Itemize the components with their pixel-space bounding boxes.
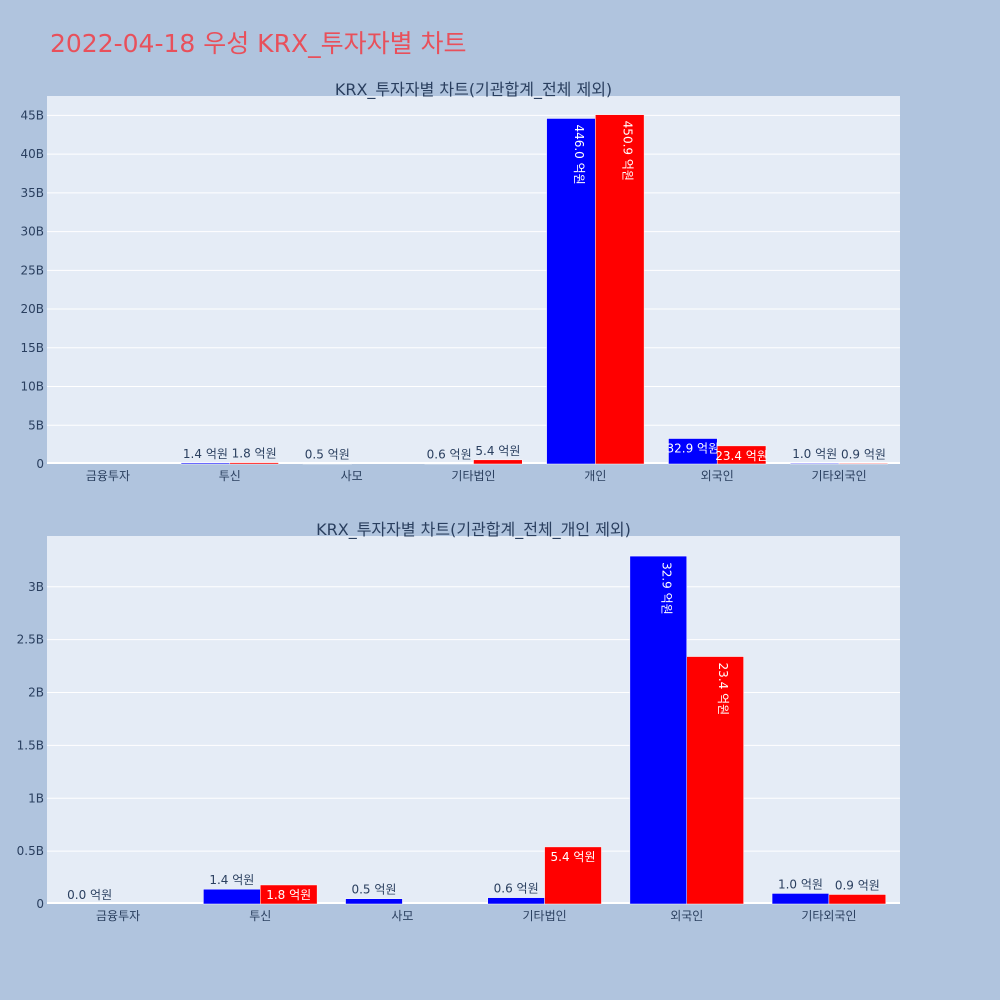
data-label: 0.6 억원 [494, 882, 539, 896]
y-tick-label: 10B [20, 380, 44, 394]
x-tick-label: 투신 [249, 909, 271, 923]
y-tick-label: 1.5B [17, 738, 44, 752]
x-tick-label: 외국인 [701, 469, 734, 483]
bar-buy-5 [546, 118, 596, 465]
data-label: 0.6 억원 [427, 448, 472, 462]
y-tick-label: 1B [28, 791, 44, 805]
x-tick-label: 기타외국인 [801, 909, 856, 923]
bar-sell-5 [595, 114, 645, 465]
data-label: 32.9 억원 [659, 562, 673, 615]
data-label: 0.5 억원 [305, 448, 350, 462]
y-tick-label: 2.5B [17, 633, 44, 647]
x-tick-label: 기타외국인 [811, 469, 866, 483]
y-tick-label: 30B [20, 225, 44, 239]
y-tick-label: 40B [20, 147, 44, 161]
plot-background [47, 536, 900, 904]
bar-buy-5 [629, 555, 688, 905]
y-tick-label: 35B [20, 186, 44, 200]
y-tick-label: 15B [20, 341, 44, 355]
data-label: 1.4 억원 [209, 873, 254, 887]
y-tick-label: 0 [36, 457, 44, 471]
y-tick-label: 20B [20, 302, 44, 316]
bar-buy-6 [771, 893, 830, 905]
data-label: 1.8 억원 [232, 447, 277, 461]
x-tick-label: 투신 [219, 469, 241, 483]
bar-buy-4 [487, 897, 545, 905]
chart-title: KRX_투자자별 차트(기관합계_전체_개인 제외) [316, 520, 631, 540]
data-label: 1.0 억원 [778, 877, 823, 891]
bar-buy-7 [790, 462, 840, 465]
data-label: 0.0 억원 [67, 888, 112, 902]
page-title: 2022-04-18 우성 KRX_투자자별 차트 [50, 29, 467, 58]
y-tick-label: 3B [28, 580, 44, 594]
bar-sell-2 [229, 462, 279, 465]
data-label: 23.4 억원 [715, 449, 768, 463]
bar-buy-2 [203, 888, 261, 905]
chart-investor-2: KRX_투자자별 차트(기관합계_전체_개인 제외) 0 0.5B 1B 1.5B 2B 2… [17, 520, 900, 923]
x-tick-label: 외국인 [670, 909, 703, 923]
bar-sell-5 [686, 656, 744, 905]
bar-sell-6 [716, 445, 767, 465]
bar-sell-4 [544, 846, 602, 905]
y-tick-label: 0.5B [17, 844, 44, 858]
y-tick-label: 45B [20, 108, 44, 122]
bar-sell-2 [260, 884, 318, 905]
y-tick-label: 0 [36, 897, 44, 911]
data-label: 5.4 억원 [551, 850, 596, 864]
x-tick-label: 기타법인 [451, 469, 495, 483]
x-tick-label: 금융투자 [96, 909, 140, 923]
chart-investor-1: KRX_투자자별 차트(기관합계_전체 제외) 0 5B 10B 15B 20B 25B 30… [20, 80, 900, 483]
bar-sell-4 [473, 459, 523, 465]
x-tick-label: 사모 [341, 469, 363, 483]
plot-background [47, 96, 900, 464]
data-label: 1.4 억원 [183, 447, 228, 461]
bar-sell-7 [838, 463, 889, 465]
x-tick-label: 개인 [584, 469, 606, 483]
data-label: 23.4 억원 [716, 663, 730, 716]
data-label: 0.9 억원 [841, 447, 886, 461]
data-label: 0.5 억원 [351, 883, 396, 897]
data-label: 450.9 억원 [621, 121, 635, 181]
data-label: 446.0 억원 [572, 124, 586, 184]
bar-buy-3 [345, 898, 403, 905]
x-tick-label: 사모 [391, 909, 413, 923]
y-tick-label: 5B [28, 418, 44, 432]
data-label: 1.8 억원 [266, 888, 311, 902]
y-tick-label: 25B [20, 263, 44, 277]
y-tick-label: 2B [28, 686, 44, 700]
bar-sell-6 [828, 894, 887, 905]
chart-title: KRX_투자자별 차트(기관합계_전체 제외) [335, 80, 612, 100]
bar-buy-2 [180, 462, 231, 465]
x-tick-label: 금융투자 [86, 469, 130, 483]
x-tick-label: 기타법인 [522, 909, 566, 923]
data-label: 5.4 억원 [475, 444, 520, 458]
data-label: 1.0 억원 [792, 447, 837, 461]
data-label: 32.9 억원 [667, 442, 720, 456]
data-label: 0.9 억원 [835, 878, 880, 892]
